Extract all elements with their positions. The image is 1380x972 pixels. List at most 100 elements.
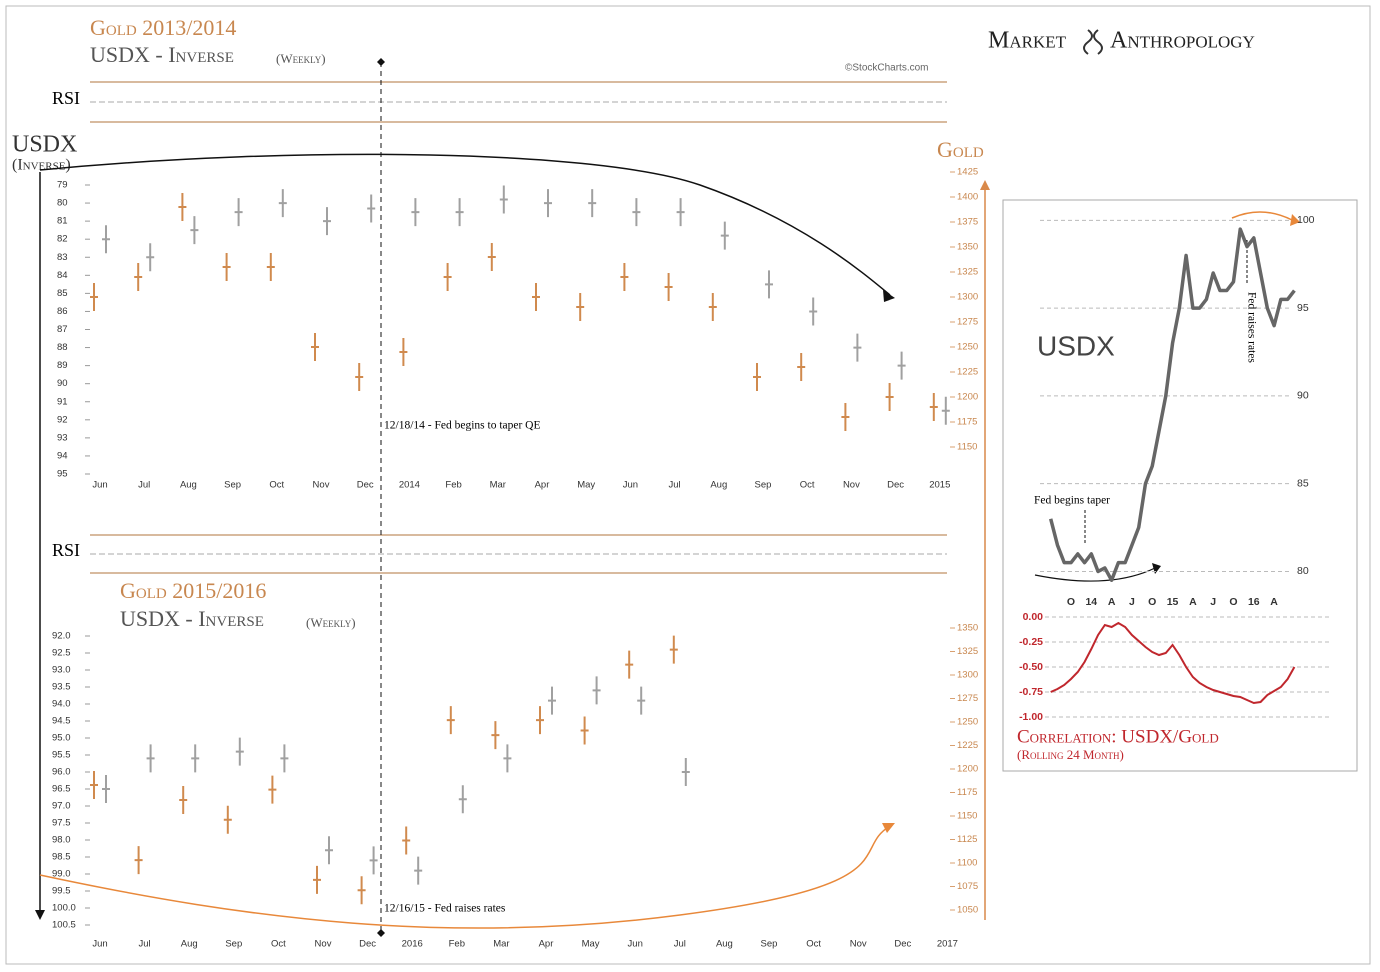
y-tick-label: 98.0: [52, 835, 71, 846]
price-bar: [223, 805, 232, 834]
x-tick-label: Jun: [92, 939, 107, 950]
x-tick-label: Aug: [180, 480, 197, 491]
y2-tick-label: 1175: [957, 787, 977, 798]
x-tick-label: A: [1189, 596, 1197, 608]
price-bar: [90, 283, 98, 311]
price-bar: [325, 836, 333, 865]
x-tick-label: Dec: [887, 480, 904, 491]
rsi-panel: [90, 81, 947, 574]
annotation: 12/16/15 - Fed raises rates: [384, 903, 506, 915]
price-bar: [402, 826, 411, 855]
trend-arrow: [39, 153, 891, 296]
price-bar: [278, 189, 287, 218]
y-tick-label: 92.5: [52, 648, 71, 659]
price-bar: [809, 297, 818, 326]
y2-tick-label: 1175: [957, 417, 977, 428]
y-tick-label: 87: [57, 324, 68, 335]
rsi-label: RSI: [52, 88, 80, 108]
price-bar: [625, 650, 634, 679]
price-bar: [765, 270, 773, 299]
trend-arrowhead: [882, 823, 895, 833]
rsi-label: RSI: [52, 540, 80, 560]
x-tick-label: Feb: [445, 480, 461, 491]
price-bar: [536, 706, 544, 735]
x-tick-label: Sep: [225, 939, 242, 950]
y-tick-label: 80: [57, 198, 68, 209]
x-tick-label: Apr: [535, 480, 550, 491]
y2-tick-label: 1125: [957, 834, 977, 845]
y-tick-label: -0.75: [1019, 686, 1043, 698]
y-tick-label: -0.50: [1019, 661, 1043, 673]
y2-tick-label: 1300: [957, 292, 978, 303]
price-bar: [637, 686, 646, 715]
x-tick-label: Sep: [755, 480, 772, 491]
y2-tick-label: 1350: [957, 242, 978, 253]
y-tick-label: 95.5: [52, 750, 71, 761]
y2-tick-label: 1325: [957, 646, 978, 657]
price-bar: [797, 353, 806, 381]
x-tick-label: Nov: [315, 939, 332, 950]
y-tick-label: 95: [1297, 302, 1309, 314]
price-bar: [632, 198, 641, 227]
y2-tick-label: 1300: [957, 670, 978, 681]
price-bar: [491, 721, 500, 750]
y-tick-label: 97.0: [52, 801, 71, 812]
price-bar: [720, 221, 729, 250]
y-tick-label: 92.0: [52, 631, 71, 642]
y-tick-label: 82: [57, 234, 68, 245]
y2-tick-label: 1200: [957, 392, 978, 403]
price-bar: [235, 737, 244, 766]
annotation: Fed begins taper: [1034, 495, 1110, 507]
y-tick-label: 79: [57, 180, 68, 191]
y-tick-label: 86: [57, 306, 68, 317]
credit: ©StockCharts.com: [845, 63, 929, 74]
y2-axis-title: Gold: [937, 137, 984, 162]
x-tick-label: May: [582, 939, 600, 950]
y-tick-label: 93.0: [52, 665, 71, 676]
x-tick-label: Jun: [628, 939, 643, 950]
y-tick-label: 94.5: [52, 716, 71, 727]
annotation: Fed raises rates: [1245, 292, 1257, 363]
left-axis-arrowhead: [35, 910, 45, 920]
price-bar: [664, 273, 673, 301]
y2-tick-label: 1150: [957, 811, 977, 822]
price-bar: [222, 253, 231, 281]
y2-tick-label: 1250: [957, 717, 978, 728]
y-tick-label: 93: [57, 432, 68, 443]
price-bar: [102, 775, 110, 803]
y-tick-label: 83: [57, 252, 68, 263]
y-tick-label: 99.0: [52, 869, 71, 880]
price-bar: [90, 770, 98, 799]
y2-tick-label: 1275: [957, 693, 978, 704]
price-bar: [532, 283, 540, 311]
price-bar: [357, 876, 366, 905]
price-bar: [544, 189, 552, 218]
y2-tick-label: 1200: [957, 764, 978, 775]
x-tick-label: Aug: [716, 939, 733, 950]
x-tick-label: A: [1270, 596, 1278, 608]
y-tick-label: 94: [57, 450, 68, 461]
x-tick-label: Mar: [490, 480, 506, 491]
brand-right: Anthropology: [1110, 28, 1255, 54]
x-tick-label: Jun: [92, 480, 107, 491]
price-bar: [897, 351, 906, 380]
brand-left: Market: [988, 28, 1067, 54]
price-bar: [708, 293, 717, 321]
y-tick-label: 95: [57, 469, 68, 480]
x-tick-label: 2017: [937, 939, 958, 950]
x-tick-label: Nov: [850, 939, 867, 950]
y-axis-note: (Inverse): [12, 157, 71, 174]
x-tick-label: 16: [1248, 596, 1260, 608]
chart-title: Gold 2015/2016: [120, 578, 266, 603]
y-tick-label: 99.5: [52, 886, 71, 897]
x-tick-label: J: [1210, 596, 1216, 608]
price-bar: [548, 686, 556, 715]
price-bar: [455, 198, 464, 227]
price-bar: [179, 786, 188, 815]
x-tick-label: Aug: [710, 480, 727, 491]
y-tick-label: 96.5: [52, 784, 71, 795]
y-tick-label: 91: [57, 396, 68, 407]
y-tick-label: 85: [1297, 477, 1309, 489]
y-tick-label: 81: [57, 216, 68, 227]
x-tick-label: Dec: [357, 480, 374, 491]
